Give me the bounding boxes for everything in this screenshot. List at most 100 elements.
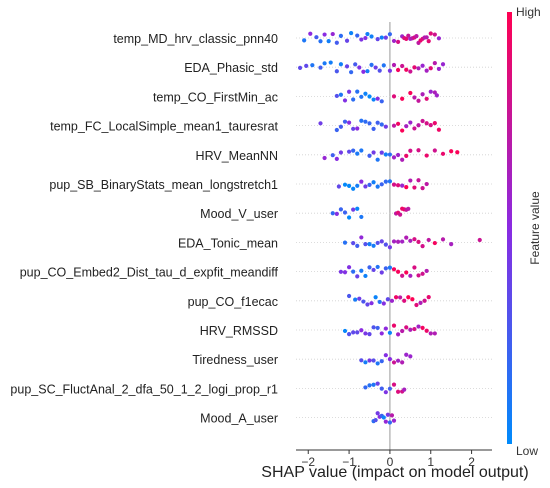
shap-point [363,184,368,189]
shap-point [355,33,360,38]
shap-point [449,242,454,247]
shap-point [395,269,401,274]
shap-point [322,61,327,66]
shap-point [416,98,421,103]
shap-point [395,239,401,244]
shap-point [363,91,368,96]
shap-point [420,63,425,68]
shap-point [363,331,368,336]
shap-point [440,237,446,242]
shap-point [414,34,419,39]
shap-point [377,299,382,305]
shap-point [404,67,409,72]
shap-point [379,35,384,40]
shap-point [428,123,433,128]
colorbar [507,12,512,444]
shap-point [334,93,339,99]
shap-point [375,325,380,331]
feature-label: pup_SB_BinaryStats_mean_longstretch1 [49,178,278,192]
shap-point [408,354,413,359]
shap-point [373,295,378,300]
shap-point [395,389,401,394]
shap-point [408,120,413,125]
shap-point [375,411,380,416]
shap-point [428,31,433,36]
feature-label: Mood_A_user [200,412,278,426]
shap-point [422,298,427,303]
x-tick-label: 1 [427,455,434,469]
shap-point [383,419,388,424]
shap-point [367,265,372,270]
shap-point [432,240,437,246]
shap-point [387,152,393,157]
shap-point [328,60,333,65]
shap-point [391,155,397,160]
shap-point [387,179,393,184]
shap-point [395,183,401,188]
shap-point [387,32,393,37]
shap-point [351,269,356,274]
shap-point [426,237,431,243]
shap-point [400,63,405,69]
shap-point [334,156,339,161]
shap-point [383,179,388,184]
x-axis-title: SHAP value (impact on model output) [261,464,528,481]
shap-point [424,268,429,274]
shap-point [359,179,364,184]
shap-point [371,325,376,330]
shap-point [359,214,364,220]
shap-point [387,245,393,250]
feature-label: HRV_MeanNN [196,149,278,163]
shap-point [367,241,372,247]
shap-point [387,420,393,425]
shap-point [420,271,425,276]
shap-point [379,359,384,364]
shap-point [416,66,421,71]
shap-point [436,127,442,132]
shap-point [455,150,460,155]
shap-point [424,68,429,73]
shap-point [334,40,339,45]
shap-point [432,32,437,37]
shap-point [420,243,425,249]
shap-point [420,92,425,97]
shap-point [420,118,425,124]
shap-point [412,126,417,131]
shap-point [342,119,348,124]
shap-point [367,121,372,126]
shap-point [314,35,319,40]
shap-point [383,242,388,247]
shap-point [375,96,380,101]
shap-point [349,70,354,75]
shap-point [297,65,303,70]
shap-point [334,211,339,216]
shap-point [379,150,384,155]
shap-point [338,269,344,274]
shap-point [379,386,384,391]
shap-point [359,328,364,333]
shap-point [391,323,397,328]
shap-point [351,97,356,102]
shap-point [359,118,364,123]
shap-point [377,68,382,73]
feature-label: temp_FC_LocalSimple_mean1_tauresrat [50,120,278,134]
colorbar-low-label: Low [516,444,538,458]
shap-point [391,38,397,44]
shap-point [404,325,409,330]
shap-point [395,332,401,337]
x-tick-label: 0 [387,455,394,469]
shap-point [395,358,401,363]
shap-point [383,266,388,271]
shap-point [338,150,344,155]
shap-point [385,297,390,302]
shap-point [355,126,360,131]
shap-point [363,242,368,247]
shap-point [432,120,437,126]
shap-point [416,178,421,183]
colorbar-title: Feature value [528,191,542,265]
shap-point [424,35,429,40]
shap-point [346,215,352,220]
shap-point [387,330,393,335]
shap-point [359,37,364,42]
shap-point [336,184,341,189]
